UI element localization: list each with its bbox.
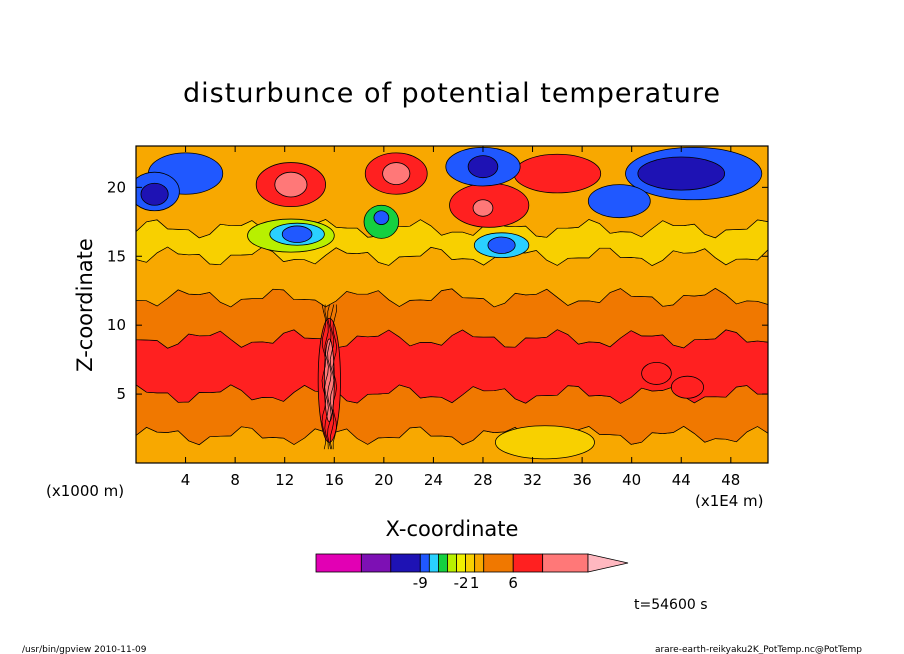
y-axis-ticks: 5 10 15 20 [107,178,768,403]
plot-area [136,146,768,463]
plume-line [324,304,329,450]
x-tick-label: 40 [622,471,641,489]
contour-cell [467,155,499,179]
colorbar-swatch [512,553,544,573]
plume-line [332,304,337,450]
y-tick-label: 20 [107,178,126,196]
colorbar-label: 6 [508,574,518,592]
y-tick-label: 10 [107,316,126,334]
colorbar [315,553,629,573]
colorbar-label: 1 [470,574,480,592]
contour-cell [494,425,595,460]
colorbar-swatch [315,553,362,573]
colorbar-swatch [360,553,392,573]
colorbar-swatch [428,553,439,573]
contour-cell [373,210,390,225]
contour-cell [274,171,308,198]
contour-cell [487,236,516,254]
footer-left: /usr/bin/gpview 2010-11-09 [22,645,147,654]
plot-frame [135,145,769,464]
x-unit-label: (x1000 m) [46,482,124,500]
contour-cell [281,225,313,243]
contour-cell [587,184,651,219]
colorbar-swatch [474,553,485,573]
time-label: t=54600 s [634,597,708,613]
x-tick-label: 20 [374,471,393,489]
x-tick-label: 36 [573,471,592,489]
contour-cell [472,199,494,217]
contour-cell [641,361,672,385]
chart-title: disturbunce of potential temperature [183,78,721,109]
x-tick-label: 8 [230,471,240,489]
plume-line [327,304,332,450]
contour-features [136,146,763,460]
x-tick-label: 32 [523,471,542,489]
contour-cell [140,182,169,206]
colorbar-swatch [542,553,589,573]
x-tick-label: 12 [275,471,294,489]
plume-line [329,304,335,450]
x-tick-label: 24 [424,471,443,489]
x-axis-title: X-coordinate [386,517,519,541]
colorbar-label: -2 [454,574,469,592]
contour-cell [670,375,704,399]
y-tick-label: 5 [116,385,126,403]
contour-cell [513,153,602,194]
colorbar-swatch [456,553,466,573]
x-tick-label: 16 [325,471,344,489]
x-tick-label: 44 [672,471,691,489]
contour-cell [382,162,411,185]
y-unit-label: (x1E4 m) [695,492,764,510]
contour-cell [637,156,726,191]
colorbar-swatch [447,553,457,573]
footer-right: arare-earth-reikyaku2K_PotTemp.nc@PotTem… [655,645,862,654]
x-axis-ticks: 4 8 12 16 20 24 28 32 36 40 44 48 [181,146,740,489]
colorbar-swatch [483,553,514,573]
x-tick-label: 28 [473,471,492,489]
x-tick-label: 48 [721,471,740,489]
colorbar-label: -9 [413,574,428,592]
colorbar-arrow [587,553,629,573]
colorbar-swatch [437,553,448,573]
central-plume [321,304,337,450]
colorbar-swatch [390,553,421,573]
x-tick-label: 4 [181,471,191,489]
colorbar-swatch [465,553,476,573]
plume-line [321,304,327,450]
colorbar-swatch [419,553,430,573]
y-tick-label: 15 [107,247,126,265]
colorbar-labels: -9 -2 1 6 [413,574,518,592]
y-axis-title: Z-coordinate [73,238,97,372]
